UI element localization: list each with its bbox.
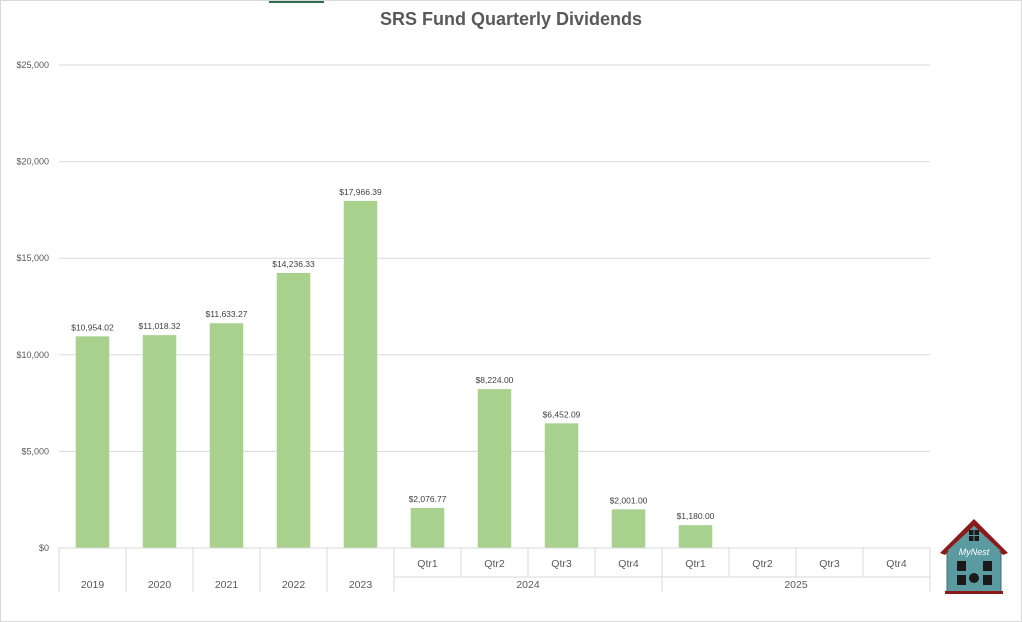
data-label: $17,966.39 bbox=[339, 187, 382, 197]
data-label: $2,076.77 bbox=[409, 494, 447, 504]
group-label: 2024 bbox=[516, 579, 540, 591]
x-tick-label: Qtr3 bbox=[551, 558, 572, 570]
data-label: $14,236.33 bbox=[272, 259, 315, 269]
bar bbox=[544, 423, 579, 548]
bar bbox=[343, 200, 378, 548]
data-label: $11,633.27 bbox=[206, 309, 248, 319]
data-label: $10,954.02 bbox=[71, 322, 114, 332]
x-tick-label: Qtr2 bbox=[752, 558, 773, 570]
x-tick-label: Qtr4 bbox=[618, 558, 639, 570]
bar bbox=[209, 323, 244, 548]
x-tick-label: Qtr2 bbox=[484, 558, 505, 570]
logo-text: MyNest bbox=[959, 547, 990, 557]
bar bbox=[75, 336, 110, 548]
data-label: $2,001.00 bbox=[610, 495, 648, 505]
data-labels: $10,954.02 $11,018.32 $11,633.27 $14,236.33… bbox=[71, 187, 714, 521]
bar bbox=[276, 272, 311, 548]
data-label: $8,224.00 bbox=[476, 375, 514, 385]
x-tick-label: 2021 bbox=[215, 579, 239, 591]
bar bbox=[410, 507, 445, 548]
chart-title: SRS Fund Quarterly Dividends bbox=[379, 9, 643, 29]
x-axis: 2019 2020 2021 2022 2023 Qtr1 Qtr2 Qtr3 Qtr4 Qtr1… bbox=[58, 547, 931, 592]
x-tick-label: 2023 bbox=[349, 579, 373, 591]
y-tick-label: $25,000 bbox=[16, 60, 49, 70]
y-axis: $0 $5,000 $10,000 $15,000 $20,000 $25,000 bbox=[16, 60, 49, 553]
data-label: $1,180.00 bbox=[677, 511, 715, 521]
x-tick-label: Qtr1 bbox=[417, 558, 438, 570]
y-tick-label: $0 bbox=[39, 543, 49, 553]
mynest-logo: MyNest bbox=[940, 519, 1008, 594]
bar bbox=[678, 525, 713, 548]
x-tick-label: 2022 bbox=[282, 579, 306, 591]
group-label: 2025 bbox=[784, 579, 808, 591]
y-tick-label: $20,000 bbox=[16, 157, 49, 167]
bar bbox=[142, 335, 177, 548]
y-tick-label: $10,000 bbox=[16, 350, 49, 360]
selection-accent bbox=[269, 1, 324, 3]
x-tick-label: Qtr1 bbox=[685, 558, 706, 570]
x-tick-label: Qtr4 bbox=[886, 558, 907, 570]
bars bbox=[75, 200, 713, 548]
data-label: $11,018.32 bbox=[139, 321, 181, 331]
y-tick-label: $15,000 bbox=[16, 253, 49, 263]
bar bbox=[611, 509, 646, 548]
x-tick-label: 2020 bbox=[148, 579, 172, 591]
x-tick-label: Qtr3 bbox=[819, 558, 840, 570]
y-tick-label: $5,000 bbox=[21, 446, 49, 456]
data-label: $6,452.09 bbox=[543, 409, 581, 419]
x-tick-label: 2019 bbox=[81, 579, 105, 591]
bar bbox=[477, 389, 512, 548]
